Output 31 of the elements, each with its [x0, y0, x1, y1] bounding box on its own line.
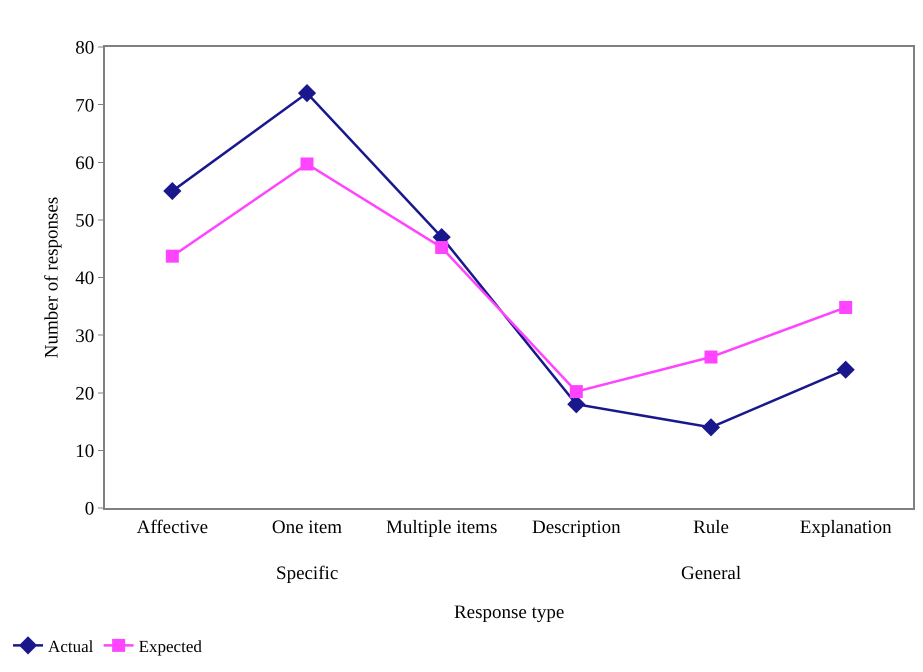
point — [163, 182, 182, 200]
x-tick-label: Description — [532, 516, 622, 538]
y-tick-label: 20 — [75, 383, 94, 404]
text: Specific — [276, 563, 338, 584]
point — [704, 350, 718, 364]
point — [166, 250, 179, 263]
x-axis-title: Response type — [454, 602, 564, 623]
point — [702, 418, 720, 436]
point — [298, 84, 316, 102]
y-tick-label: 50 — [75, 210, 94, 232]
text: General — [681, 563, 742, 584]
point — [570, 385, 583, 398]
x-tick-label: Rule — [693, 516, 729, 538]
legend-label: Actual — [48, 637, 94, 656]
point — [836, 360, 855, 379]
y-tick-label: 80 — [75, 38, 94, 59]
point — [300, 157, 314, 170]
x-tick-label: Affective — [136, 516, 208, 538]
x-tick-label: Explanation — [800, 516, 892, 538]
y-tick-label: 0 — [84, 498, 94, 520]
point — [435, 241, 448, 254]
y-tick-label: 10 — [75, 441, 94, 462]
y-tick-label: 60 — [75, 152, 94, 174]
y-tick-label: 70 — [75, 95, 94, 116]
x-tick-label: One item — [272, 516, 342, 538]
legend-label: Expected — [138, 637, 202, 656]
y-tick-label: 40 — [75, 268, 94, 290]
x-tick-label: Multiple items — [386, 516, 498, 538]
y-tick-label: 30 — [75, 326, 94, 347]
point — [839, 300, 852, 314]
y-axis-title: Number of responses — [42, 196, 63, 358]
